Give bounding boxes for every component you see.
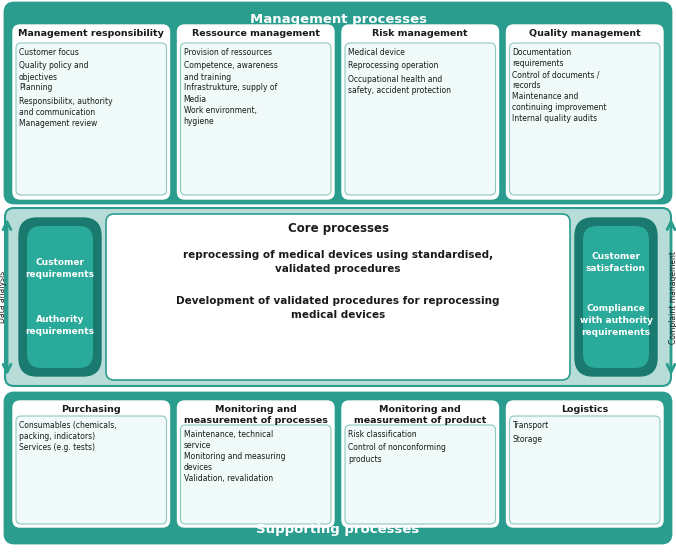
FancyBboxPatch shape: [13, 401, 170, 527]
FancyBboxPatch shape: [19, 218, 101, 376]
Text: Competence, awareness
and training: Competence, awareness and training: [183, 62, 277, 82]
Text: Storage: Storage: [512, 435, 543, 444]
Text: Core processes: Core processes: [287, 222, 389, 235]
Text: reprocessing of medical devices using standardised,
validated procedures: reprocessing of medical devices using st…: [183, 250, 493, 274]
Text: Monitoring and measuring
devices: Monitoring and measuring devices: [183, 452, 285, 473]
FancyBboxPatch shape: [5, 208, 671, 386]
FancyBboxPatch shape: [575, 218, 657, 376]
Text: Work environment,
hygiene: Work environment, hygiene: [183, 105, 256, 126]
Text: Transport: Transport: [512, 421, 549, 430]
FancyBboxPatch shape: [180, 425, 331, 524]
Text: Quality management: Quality management: [529, 29, 641, 38]
Text: Risk management: Risk management: [372, 29, 468, 38]
Text: Responsibilitx, authority
and communication: Responsibilitx, authority and communicat…: [19, 97, 113, 118]
Text: Quality policy and
objectives: Quality policy and objectives: [19, 62, 89, 82]
FancyBboxPatch shape: [13, 25, 170, 199]
FancyBboxPatch shape: [178, 401, 334, 527]
Text: Purchasing: Purchasing: [62, 405, 121, 414]
Text: Customer
satisfaction: Customer satisfaction: [586, 252, 646, 273]
Text: Supporting processes: Supporting processes: [256, 523, 420, 536]
FancyBboxPatch shape: [27, 226, 93, 368]
Text: Compliance
with authority
requirements: Compliance with authority requirements: [579, 305, 652, 337]
Text: Consumables (chemicals,
packing, indicators): Consumables (chemicals, packing, indicat…: [19, 421, 117, 441]
FancyBboxPatch shape: [583, 226, 649, 368]
Text: Medical device: Medical device: [348, 48, 405, 57]
Text: Management responsibility: Management responsibility: [18, 29, 164, 38]
FancyBboxPatch shape: [5, 3, 671, 203]
Text: Authority
requirements: Authority requirements: [26, 315, 95, 336]
Text: Customer
requirements: Customer requirements: [26, 258, 95, 279]
Text: Services (e.g. tests): Services (e.g. tests): [19, 443, 95, 452]
Text: Data analysis: Data analysis: [0, 271, 7, 323]
Text: Internal quality audits: Internal quality audits: [512, 114, 598, 123]
FancyBboxPatch shape: [178, 25, 334, 199]
FancyBboxPatch shape: [510, 43, 660, 195]
FancyBboxPatch shape: [5, 393, 671, 543]
FancyBboxPatch shape: [510, 416, 660, 524]
FancyBboxPatch shape: [506, 25, 663, 199]
Text: Monitoring and
measurement of product: Monitoring and measurement of product: [354, 405, 487, 425]
FancyBboxPatch shape: [345, 43, 496, 195]
Text: Control of nonconforming
products: Control of nonconforming products: [348, 444, 446, 464]
Text: Reprocessing operation: Reprocessing operation: [348, 62, 438, 71]
Text: Infrastrukture, supply of
Media: Infrastrukture, supply of Media: [183, 83, 276, 104]
Text: Management review: Management review: [19, 119, 97, 128]
Text: Development of validated procedures for reprocessing
medical devices: Development of validated procedures for …: [176, 296, 500, 320]
FancyBboxPatch shape: [345, 425, 496, 524]
FancyBboxPatch shape: [506, 401, 663, 527]
FancyBboxPatch shape: [16, 416, 166, 524]
Text: Validation, revalidation: Validation, revalidation: [183, 474, 272, 483]
Text: Ressource management: Ressource management: [192, 29, 320, 38]
FancyBboxPatch shape: [106, 214, 570, 380]
Text: Maintenance, technical
service: Maintenance, technical service: [183, 430, 272, 450]
Text: Planning: Planning: [19, 83, 52, 92]
Text: Monitoring and
measurement of processes: Monitoring and measurement of processes: [184, 405, 328, 425]
Text: Provision of ressources: Provision of ressources: [183, 48, 272, 57]
Text: Complaint management: Complaint management: [669, 250, 676, 343]
Text: Management processes: Management processes: [249, 13, 427, 26]
Text: Logistics: Logistics: [561, 405, 608, 414]
Text: Risk classification: Risk classification: [348, 430, 416, 439]
Text: Documentation
requirements: Documentation requirements: [512, 48, 572, 68]
FancyBboxPatch shape: [342, 25, 498, 199]
Text: Customer focus: Customer focus: [19, 48, 79, 57]
FancyBboxPatch shape: [16, 43, 166, 195]
Text: Maintenance and
continuing improvement: Maintenance and continuing improvement: [512, 92, 607, 113]
FancyBboxPatch shape: [180, 43, 331, 195]
Text: Control of documents /
records: Control of documents / records: [512, 70, 600, 91]
FancyBboxPatch shape: [342, 401, 498, 527]
Text: Occupational health and
safety, accident protection: Occupational health and safety, accident…: [348, 75, 451, 95]
